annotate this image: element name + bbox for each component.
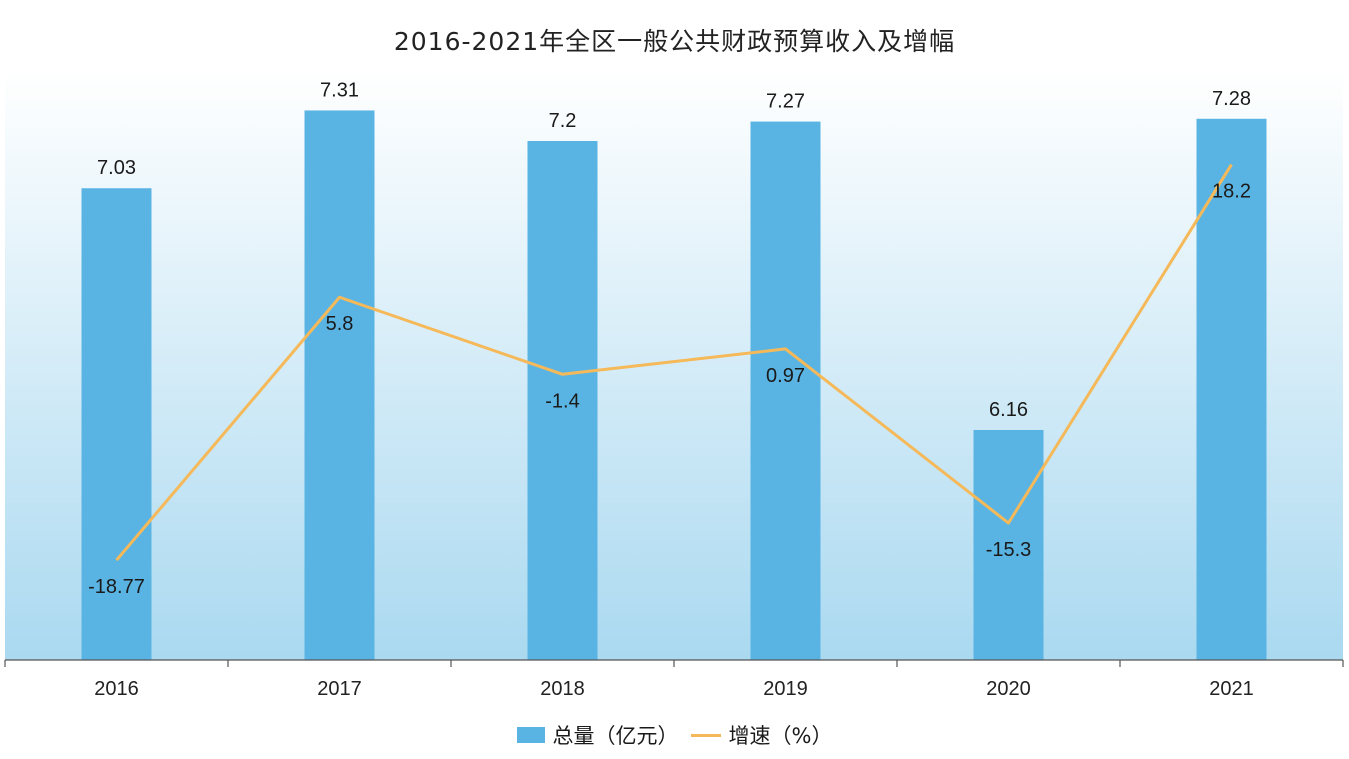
legend-item-total: 总量（亿元） (516, 720, 679, 750)
bar-2020 (973, 429, 1044, 660)
bar-2019 (750, 121, 821, 660)
labels-layer: 7.03 -18.77 7.31 5.8 7.2 -1.4 7.27 0.97 6.16 -15.… (88, 79, 1251, 598)
bar-2017 (304, 110, 375, 660)
bar-value-label-2019: 7.27 (766, 91, 805, 113)
bar-2016 (81, 188, 152, 660)
bar-value-label-2018: 7.2 (549, 110, 577, 132)
growth-value-label-2016: -18.77 (88, 576, 145, 598)
bar-2018 (527, 141, 598, 660)
chart-area: 7.03 -18.77 7.31 5.8 7.2 -1.4 7.27 0.97 6.16 -15.… (4, 70, 1344, 700)
bar-value-label-2020: 6.16 (989, 399, 1028, 421)
growth-line (115, 163, 1233, 562)
x-tick-label-2019: 2019 (763, 678, 808, 700)
plot-background (5, 70, 1343, 660)
bar-value-label-2021: 7.28 (1212, 88, 1251, 110)
legend-line-swatch (690, 733, 721, 737)
x-tick-label-2021: 2021 (1209, 678, 1254, 700)
growth-value-label-2018: -1.4 (545, 390, 579, 412)
growth-value-label-2020: -15.3 (986, 539, 1032, 561)
x-axis: 2016 2017 2018 2019 2020 2021 (4, 659, 1344, 700)
growth-value-label-2019: 0.97 (766, 365, 805, 387)
bars-layer (81, 110, 1267, 661)
growth-value-label-2017: 5.8 (326, 313, 354, 335)
x-tick-label-2016: 2016 (94, 678, 139, 700)
growth-value-label-2021: 18.2 (1212, 181, 1251, 203)
bar-2021 (1196, 118, 1267, 661)
line-layer (115, 163, 1233, 562)
legend-label-growth: 增速（%） (728, 724, 833, 748)
legend: 总量（亿元） 增速（%） (0, 720, 1349, 750)
legend-label-total: 总量（亿元） (552, 724, 679, 748)
chart-title: 2016-2021年全区一般公共财政预算收入及增幅 (393, 27, 956, 56)
legend-item-growth: 增速（%） (690, 720, 833, 750)
x-tick-label-2018: 2018 (540, 678, 585, 700)
x-tick-label-2017: 2017 (317, 678, 362, 700)
bar-value-label-2017: 7.31 (320, 79, 359, 101)
x-tick-label-2020: 2020 (986, 678, 1031, 700)
bar-value-label-2016: 7.03 (97, 157, 136, 179)
legend-bar-swatch (516, 727, 545, 743)
